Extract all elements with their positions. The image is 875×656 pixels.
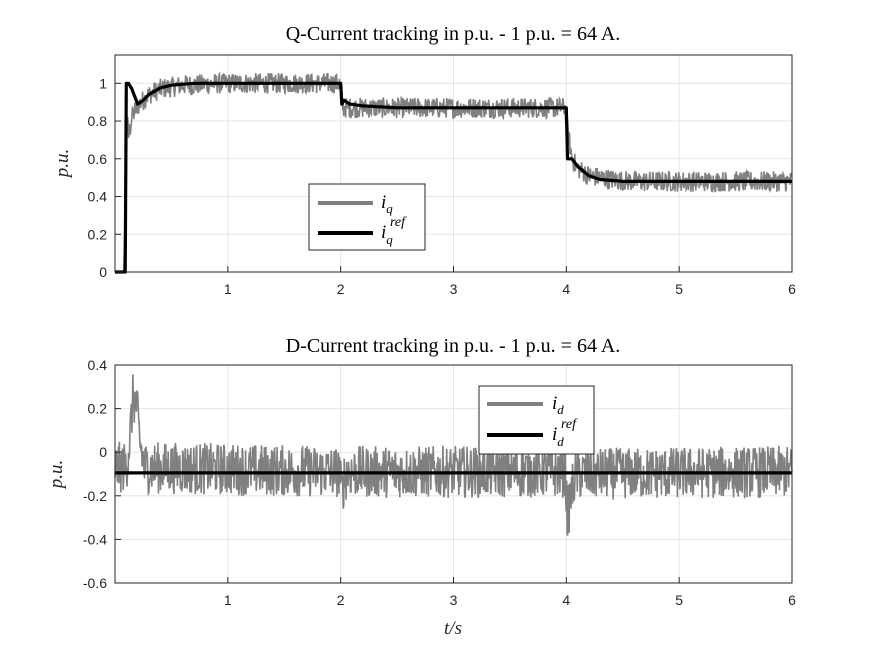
q-xtick-label-1: 1 [224,281,232,297]
d-current-axes: 1 2 3 4 5 6 -0.6 -0.4 -0.2 0 0.2 0.4 D-Current trac… [46,335,796,639]
d-legend-id-label: id [552,393,564,417]
q-y-axis-label: p.u. [52,149,73,180]
d-legend-idref-superscript: ref [561,417,578,432]
q-series-group [115,71,793,274]
d-legend: id id ref [478,385,595,455]
d-ticks: 1 2 3 4 5 6 -0.6 -0.4 -0.2 0 0.2 0.4 [83,357,796,608]
q-chart-title: Q-Current tracking in p.u. - 1 p.u. = 64… [286,23,621,45]
q-xtick-label-5: 5 [675,281,683,297]
q-legend-iqref-superscript: ref [390,215,407,230]
q-ticks: 1 2 3 4 5 6 0 0.2 0.4 0.6 0.8 1 [88,75,797,297]
d-series-group [114,374,793,536]
d-xtick-label-5: 5 [675,592,683,608]
d-ytick-label-0.4: 0.4 [88,357,108,373]
d-ytick-label-0.2: 0.2 [88,401,108,417]
d-chart-title: D-Current tracking in p.u. - 1 p.u. = 64… [286,335,621,357]
q-xtick-label-4: 4 [562,281,570,297]
q-legend-box [308,183,426,251]
q-ytick-label-0: 0 [99,264,107,280]
q-legend: iq iq ref [308,183,426,251]
q-series-reference [115,81,792,274]
d-xtick-label-2: 2 [337,592,345,608]
d-xtick-label-1: 1 [224,592,232,608]
q-legend-iq-label: iq [381,192,393,216]
q-ytick-label-0.8: 0.8 [88,113,108,129]
q-ytick-label-0.2: 0.2 [88,226,108,242]
d-ytick-label--0.6: -0.6 [83,575,107,591]
d-xtick-label-3: 3 [450,592,458,608]
d-legend-idref-label: id [552,424,564,449]
q-ytick-label-0.4: 0.4 [88,189,108,205]
q-xtick-label-6: 6 [788,281,796,297]
q-legend-iqref-label: iq [381,222,393,247]
d-series-measured [114,374,793,536]
d-xtick-label-4: 4 [562,592,570,608]
q-ytick-label-0.6: 0.6 [88,151,108,167]
d-ytick-label--0.4: -0.4 [83,531,107,547]
q-ytick-label-1: 1 [99,75,107,91]
d-xtick-label-6: 6 [788,592,796,608]
q-xtick-label-3: 3 [450,281,458,297]
x-axis-label: t/s [444,618,462,639]
q-current-axes: 1 2 3 4 5 6 0 0.2 0.4 0.6 0.8 1 Q-Current tracking … [52,23,796,297]
d-ytick-label-0: 0 [99,444,107,460]
d-y-axis-label: p.u. [46,460,67,491]
q-series-measured [115,71,793,273]
d-legend-box [478,385,595,455]
d-ytick-label--0.2: -0.2 [83,488,107,504]
q-xtick-label-2: 2 [337,281,345,297]
